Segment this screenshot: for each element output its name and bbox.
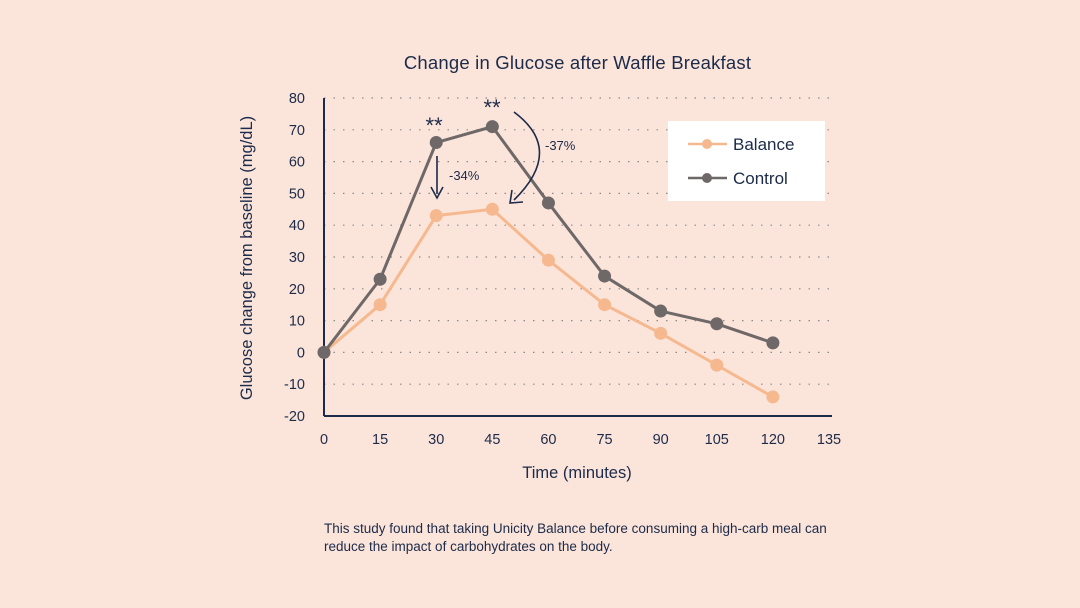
series-control (317, 120, 780, 359)
x-tick-label: 15 (372, 432, 388, 448)
legend-marker-control (702, 173, 712, 183)
y-axis-label: Glucose change from baseline (mg/dL) (238, 116, 256, 400)
y-tick-labels: -20 -10 0 10 20 30 40 50 60 70 80 (284, 91, 305, 425)
x-axis-label: Time (minutes) (522, 464, 631, 482)
data-point-control (598, 269, 612, 283)
data-point-balance (429, 209, 443, 223)
x-tick-label: 75 (596, 432, 612, 448)
series-balance (317, 202, 780, 404)
y-tick-label: 70 (289, 123, 305, 139)
legend-label-control: Control (733, 169, 788, 188)
y-tick-label: 0 (297, 345, 305, 361)
annotation-stars-30: ** (425, 113, 443, 138)
y-tick-label: 40 (289, 218, 305, 234)
annotation-arrows (430, 111, 541, 204)
x-tick-label: 45 (484, 432, 500, 448)
x-tick-label: 90 (653, 432, 669, 448)
data-point-balance (710, 358, 724, 372)
y-tick-label: 60 (289, 155, 305, 171)
y-tick-label: 80 (289, 91, 305, 107)
data-point-control (766, 336, 780, 350)
series-line-balance (323, 207, 774, 399)
axes (323, 98, 832, 417)
data-point-balance (373, 298, 387, 312)
arrow-37-head (509, 189, 524, 204)
data-point-control (485, 120, 499, 134)
data-point-balance (598, 298, 612, 312)
legend: Balance Control (668, 121, 825, 201)
data-point-control (541, 196, 555, 210)
series (317, 120, 780, 404)
arrow-37-curve (513, 111, 541, 201)
data-point-control (429, 136, 443, 150)
y-tick-label: 50 (289, 186, 305, 202)
x-tick-label: 60 (540, 432, 556, 448)
legend-box (668, 121, 825, 201)
data-point-control (373, 272, 387, 286)
y-tick-label: 30 (289, 250, 305, 266)
data-point-balance (485, 202, 499, 216)
x-tick-label: 120 (761, 432, 785, 448)
x-tick-labels: 0 15 30 45 60 75 90 105 120 135 (320, 432, 841, 448)
annotation-minus-37: -37% (545, 138, 576, 153)
x-tick-label: 135 (817, 432, 841, 448)
y-tick-label: 20 (289, 282, 305, 298)
data-point-control (654, 304, 668, 318)
y-tick-label: 10 (289, 314, 305, 330)
data-point-balance (654, 326, 668, 340)
x-tick-label: 30 (428, 432, 444, 448)
chart-title: Change in Glucose after Waffle Breakfast (403, 52, 752, 73)
x-tick-label: 0 (320, 432, 328, 448)
arrow-34-head (430, 186, 444, 200)
annotation-stars-45: ** (483, 95, 501, 120)
y-tick-label: -20 (284, 409, 305, 425)
annotation-minus-34: -34% (449, 168, 480, 183)
legend-marker-balance (702, 139, 712, 149)
legend-label-balance: Balance (733, 135, 794, 154)
data-point-control (710, 317, 724, 331)
y-tick-label: -10 (284, 377, 305, 393)
data-point-balance (541, 253, 555, 267)
data-point-control (317, 345, 331, 359)
x-tick-label: 105 (705, 432, 729, 448)
data-point-balance (766, 390, 780, 404)
caption: This study found that taking Unicity Bal… (324, 521, 827, 554)
